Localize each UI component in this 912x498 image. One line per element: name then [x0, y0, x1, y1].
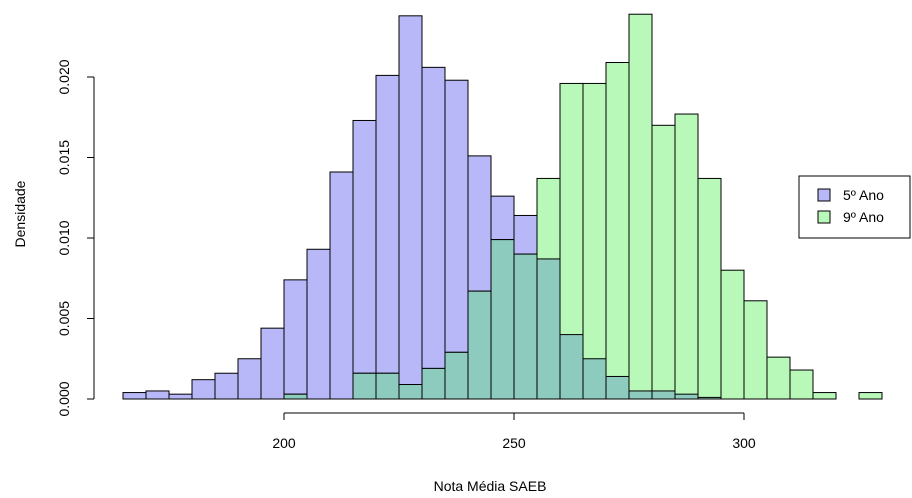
bar-9-ano-295 — [720, 269, 745, 400]
bar-overlap-290 — [697, 396, 722, 400]
bar-9-ano-325 — [858, 392, 883, 400]
y-tick-label-4: 0.020 — [56, 59, 72, 94]
x-tick-label-300: 300 — [732, 435, 756, 451]
bar-overlap-225 — [398, 384, 423, 400]
bar-9-ano-265 — [582, 82, 607, 400]
bar-5-ano-205 — [306, 248, 331, 400]
bar-overlap-270 — [605, 375, 630, 400]
bar-overlap-235 — [444, 351, 469, 400]
legend-label-9-ano: 9º Ano — [843, 209, 884, 225]
bar-9-ano-275 — [628, 13, 653, 400]
legend-swatch-5-ano — [817, 188, 831, 202]
y-tick-label-1: 0.005 — [56, 301, 72, 336]
bar-9-ano-305 — [766, 356, 791, 400]
bar-overlap-200 — [283, 393, 308, 400]
bar-5-ano-210 — [329, 171, 354, 400]
legend-box — [798, 175, 911, 239]
bar-overlap-285 — [674, 393, 699, 400]
legend: 5º Ano 9º Ano — [798, 175, 911, 239]
bar-5-ano-225 — [398, 15, 423, 400]
y-tick-label-3: 0.015 — [56, 140, 72, 175]
bar-9-ano-315 — [812, 392, 837, 400]
bar-overlap-240 — [467, 290, 492, 400]
bar-overlap-250 — [513, 253, 538, 400]
bar-5-ano-220 — [375, 74, 400, 400]
bar-overlap-260 — [559, 334, 584, 400]
x-tick-label-250: 250 — [502, 435, 526, 451]
bar-overlap-265 — [582, 358, 607, 400]
bar-5-ano-165 — [122, 392, 147, 400]
x-tick-label-200: 200 — [272, 435, 296, 451]
y-tick-label-0: 0.000 — [56, 381, 72, 416]
bar-9-ano-270 — [605, 62, 630, 400]
bar-5-ano-175 — [168, 393, 193, 400]
bar-5-ano-180 — [191, 379, 216, 400]
bar-9-ano-280 — [651, 124, 676, 400]
bar-overlap-215 — [352, 372, 377, 400]
bar-5-ano-230 — [421, 66, 446, 400]
bar-overlap-280 — [651, 390, 676, 400]
bar-9-ano-300 — [743, 300, 768, 400]
legend-label-5-ano: 5º Ano — [843, 187, 884, 203]
bar-5-ano-200 — [283, 279, 308, 400]
bar-9-ano-310 — [789, 369, 814, 400]
bar-9-ano-285 — [674, 113, 699, 400]
bar-5-ano-185 — [214, 372, 239, 400]
y-tick-label-2: 0.010 — [56, 220, 72, 255]
bar-5-ano-170 — [145, 390, 170, 400]
overlap-bars — [283, 239, 722, 400]
bar-overlap-220 — [375, 372, 400, 400]
bar-overlap-230 — [421, 367, 446, 400]
bar-5-ano-215 — [352, 119, 377, 400]
legend-swatch-9-ano — [817, 210, 831, 224]
x-axis-label: Nota Média SAEB — [434, 478, 547, 494]
bar-overlap-245 — [490, 239, 515, 400]
bar-overlap-255 — [536, 258, 561, 400]
y-axis: 0.000 0.005 0.010 0.015 0.020 — [56, 59, 95, 417]
bar-9-ano-290 — [697, 177, 722, 400]
bar-5-ano-190 — [237, 358, 262, 400]
bar-5-ano-235 — [444, 79, 469, 400]
bar-5-ano-195 — [260, 327, 285, 400]
x-axis: 200 250 300 — [272, 412, 756, 451]
y-axis-label: Densidade — [12, 180, 28, 247]
bar-overlap-275 — [628, 390, 653, 400]
